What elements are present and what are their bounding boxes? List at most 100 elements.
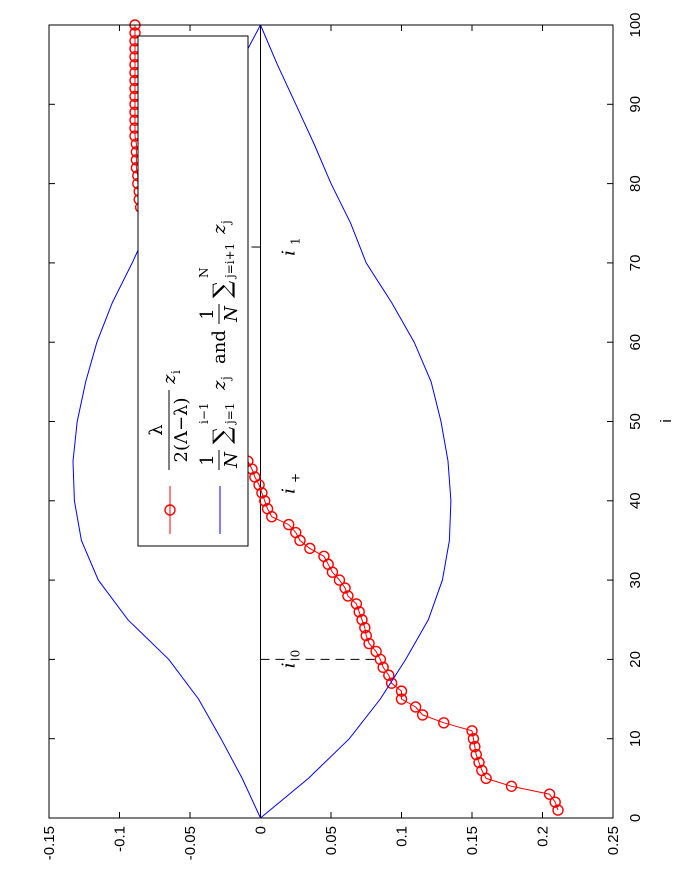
x-tick-9: 90 (627, 96, 644, 113)
data-point (543, 788, 556, 800)
x-tick-label: 40 (627, 492, 644, 509)
y-tick-4: 0.05 (323, 826, 340, 855)
data-point (261, 503, 274, 515)
y-tick-label: 0.2 (535, 826, 552, 847)
annotation-1: i+ (279, 473, 303, 494)
legend-and: and (209, 330, 230, 364)
data-point (469, 740, 481, 753)
y-tick-1: -0.1 (112, 826, 129, 852)
data-point (290, 526, 302, 539)
x-tick-6: 60 (627, 334, 644, 351)
legend-sum-1: ∑ (208, 427, 236, 444)
data-point (416, 709, 429, 721)
legend-sum-2: ∑ (208, 281, 236, 298)
y-tick-0: -0.15 (41, 826, 58, 860)
legend-var-2b: z (209, 224, 230, 235)
data-point (505, 780, 518, 792)
data-point (549, 796, 561, 808)
legend-frac-num-2: 1 (197, 454, 218, 465)
data-point (256, 487, 268, 499)
legend-frac-den-3: N (221, 305, 242, 323)
y-tick-6: 0.15 (464, 826, 481, 855)
x-tick-10: 100 (627, 12, 644, 37)
data-point (259, 495, 271, 507)
y-tick-label: 0.25 (605, 826, 622, 855)
legend-var-2a-sub: j (219, 376, 233, 382)
x-tick-0: 0 (627, 814, 644, 822)
data-point (356, 614, 368, 626)
data-point (318, 550, 330, 563)
data-point (370, 645, 382, 658)
data-point (363, 637, 375, 650)
y-tick-label: 0.1 (394, 826, 411, 847)
data-point (552, 804, 564, 816)
annotation-sub-0: 0 (289, 650, 303, 658)
x-tick-label: 100 (627, 12, 644, 37)
x-tick-label: 30 (627, 572, 644, 589)
x-tick-2: 20 (627, 651, 644, 668)
x-tick-label: 20 (627, 651, 644, 668)
x-tick-label: 70 (627, 255, 644, 272)
annotation-layer: i0i+i1 (279, 237, 303, 668)
x-tick-8: 80 (627, 175, 644, 192)
legend-var-sub-1: i (169, 370, 183, 374)
x-tick-7: 70 (627, 255, 644, 272)
legend-marker-series-1 (164, 504, 176, 516)
y-tick-label: -0.05 (182, 826, 199, 860)
legend-frac-num-3: 1 (197, 308, 218, 319)
data-point (333, 574, 346, 586)
data-point (129, 27, 141, 39)
y-tick-label: 0.05 (323, 826, 340, 855)
y-tick-7: 0.2 (535, 826, 552, 847)
legend-frac-den-1: 2(Λ−λ) (171, 398, 192, 463)
data-point (383, 669, 395, 681)
legend-box (137, 35, 249, 547)
annotation-0: i0 (279, 650, 303, 669)
data-point (476, 764, 488, 777)
x-tick-label: 80 (627, 175, 644, 192)
y-tick-label: -0.1 (112, 826, 129, 852)
x-tick-1: 10 (627, 730, 644, 747)
legend-var-1: z (159, 374, 180, 385)
x-tick-label: 10 (627, 730, 644, 747)
data-point (360, 629, 372, 642)
legend-frac-den-2: N (221, 451, 242, 469)
data-point (353, 606, 365, 618)
x-tick-label: 90 (627, 96, 644, 113)
legend-sum-1-sub: j=1 (223, 403, 237, 426)
y-tick-8: 0.25 (605, 826, 622, 855)
data-point (283, 518, 295, 531)
data-point (339, 582, 351, 594)
legend: λ 2(Λ−λ) z i 1 N ∑ i−1 j=1 z j and 1 N ∑… (137, 35, 249, 547)
x-tick-label: 0 (627, 814, 644, 822)
x-tick-4: 40 (627, 492, 644, 509)
data-point (409, 701, 422, 713)
data-point (249, 471, 261, 483)
data-point (467, 733, 480, 745)
data-point (395, 685, 408, 697)
legend-var-2b-sub: j (219, 220, 233, 226)
annotation-2: i1 (279, 237, 303, 256)
data-point (395, 693, 408, 705)
annotation-label-1: i (279, 488, 300, 494)
data-point (473, 756, 485, 769)
annotation-sub-1: + (289, 473, 303, 483)
y-tick-3: 0 (253, 826, 270, 834)
data-point (350, 598, 363, 610)
x-axis-label: i (658, 419, 675, 422)
y-tick-2: -0.05 (182, 826, 199, 860)
data-point (359, 621, 371, 634)
x-tick-label: 60 (627, 334, 644, 351)
y-tick-label: 0 (253, 826, 270, 834)
legend-sum-2-sub: j=i+1 (223, 243, 237, 280)
legend-sum-1-sup: i−1 (197, 402, 211, 424)
data-point (342, 590, 354, 602)
plot-frame (48, 24, 614, 819)
y-tick-label: -0.15 (41, 826, 58, 860)
legend-frac-num-1: λ (146, 424, 167, 435)
annotation-label-2: i (279, 250, 300, 256)
data-point (470, 748, 482, 761)
data-point (438, 717, 450, 729)
